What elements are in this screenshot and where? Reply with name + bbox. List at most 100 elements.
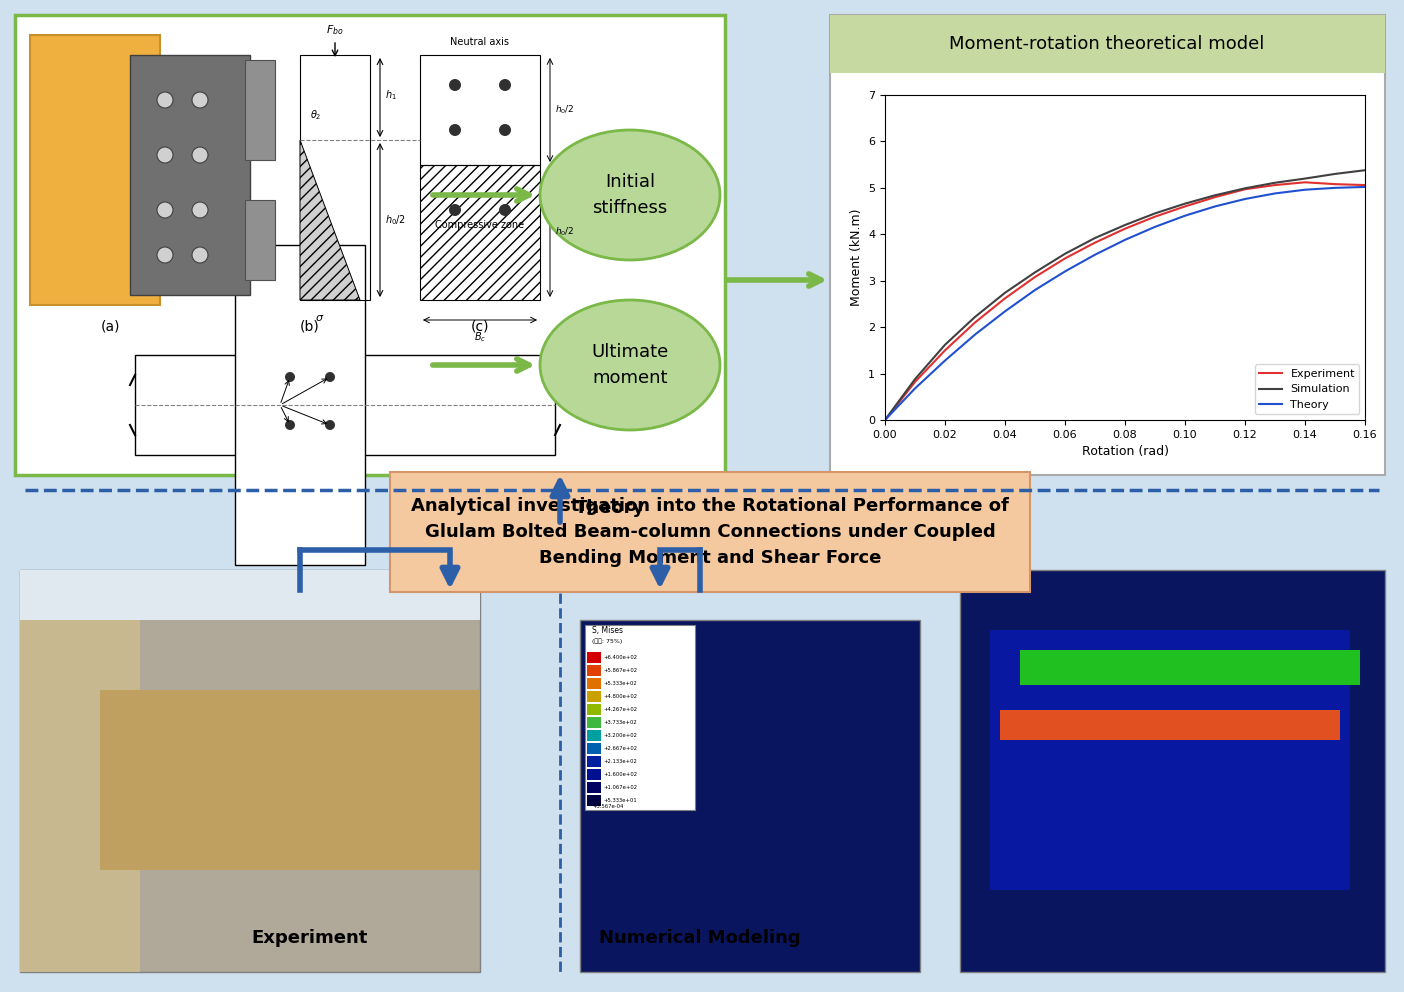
Theory	[1177, 209, 1193, 221]
Theory	[1087, 249, 1104, 261]
Bar	[1000, 710, 1310, 740]
Text: (c): (c)	[470, 320, 489, 334]
Bar	[587, 743, 601, 754]
Text: Compressive zone: Compressive zone	[435, 220, 525, 230]
Circle shape	[157, 202, 173, 218]
Text: +3.200e+02: +3.200e+02	[602, 733, 637, 738]
Bar	[131, 55, 250, 295]
Text: +6.400e+02: +6.400e+02	[602, 655, 637, 660]
Circle shape	[449, 204, 461, 216]
Bar	[587, 665, 601, 676]
Bar	[1080, 650, 1360, 685]
Circle shape	[498, 204, 511, 216]
Theory	[1296, 184, 1313, 195]
Bar	[587, 717, 601, 728]
Circle shape	[498, 79, 511, 91]
Bar	[234, 245, 365, 565]
Line: Experiment: Experiment	[885, 183, 1365, 420]
Line: Theory: Theory	[885, 186, 1365, 420]
Theory	[1327, 182, 1344, 193]
Experiment	[1147, 210, 1164, 222]
Text: $\theta_2$: $\theta_2$	[310, 108, 322, 122]
Experiment	[1087, 237, 1104, 249]
Experiment	[1177, 200, 1193, 212]
Bar	[587, 730, 601, 741]
Bar	[1009, 710, 1320, 740]
Simulation	[1177, 197, 1193, 209]
Experiment	[1327, 179, 1344, 190]
Theory	[1147, 221, 1164, 233]
Experiment	[1266, 180, 1283, 191]
Bar	[1060, 650, 1339, 685]
Simulation	[1356, 165, 1373, 177]
Theory	[1266, 187, 1283, 199]
Bar	[990, 630, 1351, 890]
Theory	[907, 383, 924, 395]
Text: Neutral axis: Neutral axis	[451, 37, 510, 47]
Simulation	[1206, 189, 1223, 201]
Experiment	[1057, 253, 1074, 265]
Bar	[100, 690, 480, 870]
Bar	[135, 355, 555, 455]
Bar	[15, 15, 724, 475]
Text: +4.800e+02: +4.800e+02	[602, 694, 637, 699]
Theory	[876, 414, 893, 426]
Experiment	[1206, 191, 1223, 203]
Circle shape	[192, 202, 208, 218]
Line: Simulation: Simulation	[885, 171, 1365, 420]
Experiment	[1237, 184, 1254, 195]
Experiment	[1116, 223, 1133, 235]
Simulation	[1057, 248, 1074, 260]
Text: Experiment: Experiment	[251, 929, 368, 947]
Text: +5.333e+02: +5.333e+02	[602, 681, 637, 686]
Theory	[1026, 284, 1043, 296]
Text: +2.133e+02: +2.133e+02	[602, 759, 637, 764]
Circle shape	[324, 420, 336, 430]
X-axis label: Rotation (rad): Rotation (rad)	[1081, 445, 1168, 458]
Text: (b): (b)	[300, 320, 320, 334]
Experiment	[1026, 271, 1043, 283]
Bar	[246, 60, 275, 160]
Theory	[966, 328, 983, 340]
Text: $F_{bo}$: $F_{bo}$	[326, 23, 344, 37]
Bar	[587, 769, 601, 780]
Text: (a): (a)	[100, 320, 119, 334]
Theory	[1206, 200, 1223, 212]
Text: +2.667e+02: +2.667e+02	[602, 746, 637, 751]
Experiment	[876, 414, 893, 426]
Experiment	[936, 344, 953, 356]
Bar	[587, 691, 601, 702]
Theory	[997, 306, 1014, 317]
Text: Ultimate
moment: Ultimate moment	[591, 343, 668, 387]
Simulation	[907, 373, 924, 385]
Y-axis label: Moment (kN.m): Moment (kN.m)	[849, 208, 862, 307]
Text: Theory: Theory	[576, 499, 646, 517]
Theory	[936, 354, 953, 366]
Bar	[587, 704, 601, 715]
Simulation	[997, 287, 1014, 299]
Bar	[587, 652, 601, 663]
Text: Moment-rotation theoretical model: Moment-rotation theoretical model	[949, 35, 1265, 53]
Text: +4.267e+02: +4.267e+02	[602, 707, 637, 712]
Circle shape	[498, 124, 511, 136]
Bar	[1031, 710, 1339, 740]
Bar	[20, 570, 140, 972]
Text: +3.567e-04: +3.567e-04	[592, 804, 623, 809]
Circle shape	[285, 420, 295, 430]
Simulation	[936, 339, 953, 351]
Experiment	[1356, 180, 1373, 191]
Simulation	[1087, 232, 1104, 244]
Text: (平均: 75%): (平均: 75%)	[592, 639, 622, 644]
Experiment	[997, 293, 1014, 305]
Circle shape	[192, 247, 208, 263]
Circle shape	[157, 92, 173, 108]
Bar	[830, 15, 1384, 475]
Text: +1.067e+02: +1.067e+02	[602, 785, 637, 790]
Bar	[246, 200, 275, 280]
Circle shape	[157, 147, 173, 163]
Polygon shape	[300, 140, 359, 300]
Text: +5.867e+02: +5.867e+02	[602, 668, 637, 673]
Circle shape	[324, 372, 336, 382]
Bar	[300, 55, 371, 300]
Circle shape	[192, 147, 208, 163]
